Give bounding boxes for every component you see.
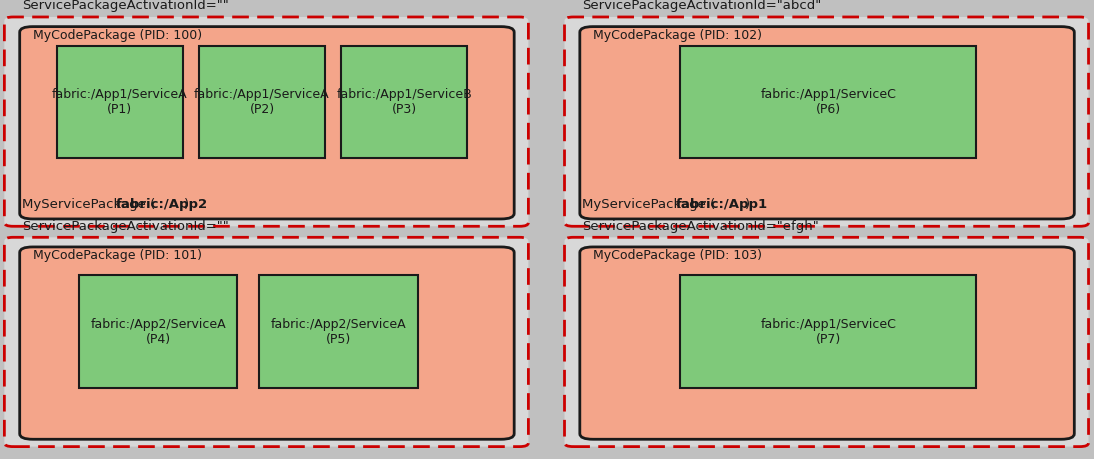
FancyBboxPatch shape <box>4 237 528 447</box>
Text: fabric:/App1/ServiceA
(P1): fabric:/App1/ServiceA (P1) <box>53 88 187 116</box>
FancyBboxPatch shape <box>20 247 514 439</box>
FancyBboxPatch shape <box>580 247 1074 439</box>
FancyBboxPatch shape <box>79 275 237 388</box>
Text: MyCodePackage (PID: 101): MyCodePackage (PID: 101) <box>33 249 201 262</box>
Text: fabric:/App1/ServiceB
(P3): fabric:/App1/ServiceB (P3) <box>336 88 473 116</box>
Text: fabric:/App1: fabric:/App1 <box>676 198 768 211</box>
FancyBboxPatch shape <box>680 46 976 158</box>
Text: fabric:/App2: fabric:/App2 <box>116 198 208 211</box>
Text: fabric:/App1/ServiceA
(P2): fabric:/App1/ServiceA (P2) <box>195 88 329 116</box>
FancyBboxPatch shape <box>580 27 1074 219</box>
Text: MyServicePackage (fabric:/App2: MyServicePackage (fabric:/App2 <box>22 198 265 211</box>
FancyBboxPatch shape <box>259 275 418 388</box>
Text: ServicePackageActivationId="abcd": ServicePackageActivationId="abcd" <box>582 0 822 12</box>
Text: MyServicePackage (: MyServicePackage ( <box>582 198 715 211</box>
Text: ): ) <box>184 198 189 211</box>
Text: MyCodePackage (PID: 102): MyCodePackage (PID: 102) <box>593 29 761 42</box>
Text: MyCodePackage (PID: 100): MyCodePackage (PID: 100) <box>33 29 202 42</box>
Text: fabric:/App2/ServiceA
(P5): fabric:/App2/ServiceA (P5) <box>271 318 406 346</box>
FancyBboxPatch shape <box>57 46 183 158</box>
Text: ): ) <box>744 198 749 211</box>
Text: fabric:/App1/ServiceC
(P6): fabric:/App1/ServiceC (P6) <box>760 88 896 116</box>
FancyBboxPatch shape <box>4 17 528 226</box>
Text: ServicePackageActivationId="efgh": ServicePackageActivationId="efgh" <box>582 220 818 233</box>
Text: ServicePackageActivationId="": ServicePackageActivationId="" <box>22 0 229 12</box>
Text: ServicePackageActivationId="": ServicePackageActivationId="" <box>22 220 229 233</box>
Text: MyCodePackage (PID: 103): MyCodePackage (PID: 103) <box>593 249 761 262</box>
Text: MyServicePackage (fabric:/App1: MyServicePackage (fabric:/App1 <box>582 198 825 211</box>
Text: fabric:/App2/ServiceA
(P4): fabric:/App2/ServiceA (P4) <box>91 318 225 346</box>
Text: fabric:/App1/ServiceC
(P7): fabric:/App1/ServiceC (P7) <box>760 318 896 346</box>
FancyBboxPatch shape <box>565 17 1089 226</box>
FancyBboxPatch shape <box>565 237 1089 447</box>
FancyBboxPatch shape <box>199 46 325 158</box>
FancyBboxPatch shape <box>680 275 976 388</box>
Text: MyServicePackage (: MyServicePackage ( <box>22 198 155 211</box>
FancyBboxPatch shape <box>20 27 514 219</box>
FancyBboxPatch shape <box>341 46 467 158</box>
